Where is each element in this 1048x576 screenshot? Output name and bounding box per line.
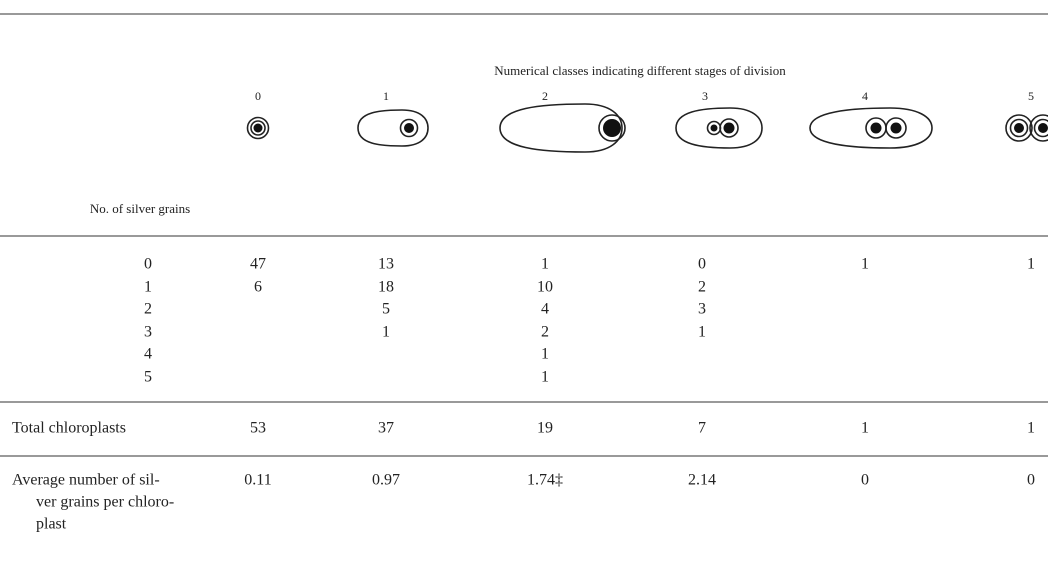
total-cell: 7 xyxy=(698,420,706,437)
cell: 6 xyxy=(254,279,262,296)
cell: 2 xyxy=(698,279,706,296)
average-cell: 1.74‡ xyxy=(527,472,563,489)
column-header: 1 xyxy=(383,89,389,103)
cell: 3 xyxy=(698,301,706,318)
average-cell: 2.14 xyxy=(688,472,716,489)
column-header: 3 xyxy=(702,89,708,103)
row-label: 4 xyxy=(144,346,152,363)
row-label: 3 xyxy=(144,324,152,341)
row-label: 1 xyxy=(144,279,152,296)
cell: 1 xyxy=(382,324,390,341)
cell: 47 xyxy=(250,256,266,273)
average-cell: 0 xyxy=(861,472,869,489)
total-cell: 1 xyxy=(1027,420,1035,437)
table: Numerical classes indicating different s… xyxy=(0,0,1048,576)
cell: 1 xyxy=(541,346,549,363)
average-label: Average number of sil- xyxy=(12,472,160,489)
cell: 1 xyxy=(861,256,869,273)
average-label: ver grains per chloro- xyxy=(36,494,174,511)
cell: 18 xyxy=(378,279,394,296)
average-cell: 0 xyxy=(1027,472,1035,489)
cell: 1 xyxy=(541,369,549,386)
page: {"table": { "spanner": "Numerical classe… xyxy=(0,0,1048,576)
average-label: plast xyxy=(36,516,67,533)
cell: 13 xyxy=(378,256,394,273)
stage-icons xyxy=(248,104,1048,152)
row-label: 2 xyxy=(144,301,152,318)
average-cell: 0.97 xyxy=(372,472,400,489)
cell: 10 xyxy=(537,279,553,296)
row-header: No. of silver grains xyxy=(90,201,190,216)
total-cell: 37 xyxy=(378,420,394,437)
cell: 1 xyxy=(541,256,549,273)
column-header: 2 xyxy=(542,89,548,103)
total-cell: 19 xyxy=(537,420,553,437)
column-header: 5 xyxy=(1028,89,1034,103)
total-label: Total chloroplasts xyxy=(12,420,126,437)
cell: 1 xyxy=(698,324,706,341)
total-cell: 53 xyxy=(250,420,266,437)
cell: 5 xyxy=(382,301,390,318)
row-label: 0 xyxy=(144,256,152,273)
column-header: 0 xyxy=(255,89,261,103)
cell: 2 xyxy=(541,324,549,341)
cell: 0 xyxy=(698,256,706,273)
cell: 1 xyxy=(1027,256,1035,273)
column-header: 4 xyxy=(862,89,868,103)
total-cell: 1 xyxy=(861,420,869,437)
row-label: 5 xyxy=(144,369,152,386)
cell: 4 xyxy=(541,301,549,318)
average-cell: 0.11 xyxy=(244,472,271,489)
spanner: Numerical classes indicating different s… xyxy=(494,63,786,78)
